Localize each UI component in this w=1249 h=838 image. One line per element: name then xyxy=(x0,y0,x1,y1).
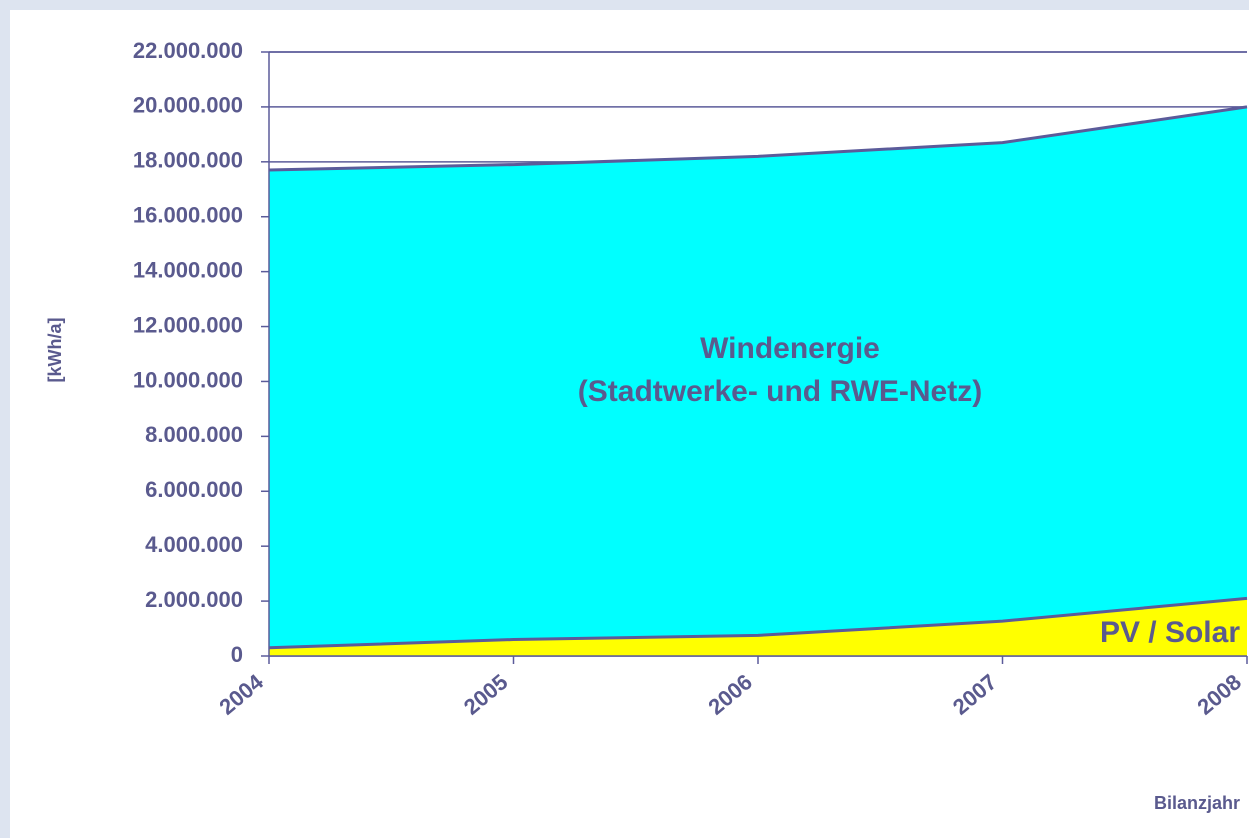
y-tick-label: 4.000.000 xyxy=(145,532,243,557)
annotation: (Stadtwerke- und RWE-Netz) xyxy=(578,375,982,408)
y-tick-label: 16.000.000 xyxy=(133,203,243,228)
area xyxy=(269,106,1247,648)
y-tick-label: 22.000.000 xyxy=(133,38,243,63)
y-tick-label: 10.000.000 xyxy=(133,367,243,392)
y-tick-label: 2.000.000 xyxy=(145,587,243,612)
area-edge xyxy=(268,596,1248,650)
y-tick-label: 14.000.000 xyxy=(133,257,243,282)
y-axis-label: [kWh/a] xyxy=(45,318,65,383)
series-label: Windenergie xyxy=(700,332,880,365)
y-tick-label: 0 xyxy=(231,642,243,667)
area xyxy=(269,598,1247,656)
x-axis-label: Bilanzjahr xyxy=(1154,793,1240,813)
y-tick-label: 8.000.000 xyxy=(145,422,243,447)
series-label: PV / Solar xyxy=(1100,616,1240,649)
y-tick-label: 12.000.000 xyxy=(133,312,243,337)
y-tick-label: 20.000.000 xyxy=(133,93,243,118)
y-tick-label: 6.000.000 xyxy=(145,477,243,502)
area-edge xyxy=(268,105,1248,172)
y-tick-label: 18.000.000 xyxy=(133,148,243,173)
